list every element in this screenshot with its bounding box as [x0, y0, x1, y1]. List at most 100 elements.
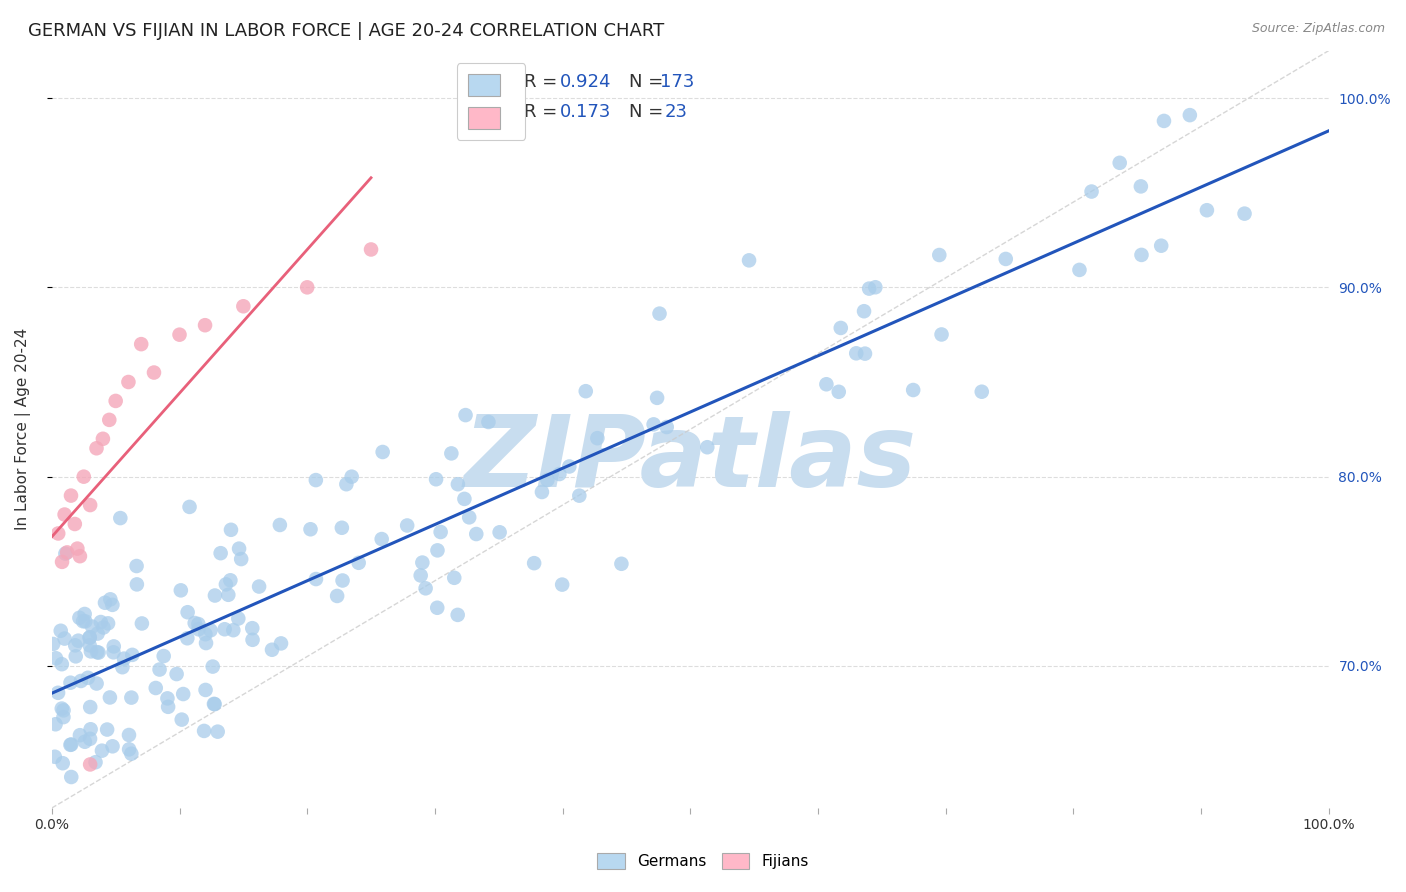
Point — [260, 642, 283, 657]
Point — [176, 632, 198, 646]
Point — [330, 521, 353, 535]
Point — [232, 299, 254, 313]
Point — [931, 327, 953, 342]
Point — [530, 485, 553, 500]
Point — [488, 525, 510, 540]
Point — [67, 611, 90, 625]
Point — [426, 600, 449, 615]
Point — [73, 469, 96, 483]
Point — [558, 459, 581, 474]
Point — [696, 440, 718, 454]
Point — [228, 541, 250, 556]
Point — [426, 543, 449, 558]
Point — [72, 614, 94, 628]
Point — [201, 659, 224, 673]
Point — [269, 518, 291, 533]
Point — [370, 532, 392, 546]
Point — [536, 473, 558, 487]
Point — [865, 280, 887, 294]
Y-axis label: In Labor Force | Age 20-24: In Labor Force | Age 20-24 — [15, 328, 31, 531]
Point — [610, 557, 633, 571]
Text: R =: R = — [524, 103, 564, 121]
Point — [443, 571, 465, 585]
Point — [270, 636, 292, 650]
Point — [53, 508, 76, 522]
Point — [247, 580, 270, 594]
Point — [118, 742, 141, 756]
Point — [117, 375, 139, 389]
Point — [1178, 108, 1201, 122]
Point — [193, 723, 215, 738]
Point — [42, 637, 65, 651]
Point — [55, 547, 77, 561]
Point — [305, 473, 328, 487]
Point — [425, 472, 447, 486]
Point — [60, 770, 83, 784]
Point — [240, 621, 263, 635]
Point — [226, 611, 249, 625]
Point — [79, 631, 101, 645]
Point — [645, 391, 668, 405]
Point — [121, 648, 143, 662]
Point — [295, 280, 318, 294]
Point — [80, 619, 103, 633]
Point — [157, 699, 180, 714]
Text: N =: N = — [628, 73, 669, 91]
Point — [172, 687, 194, 701]
Point — [125, 559, 148, 574]
Point — [901, 383, 924, 397]
Point — [1130, 248, 1153, 262]
Point — [551, 577, 574, 591]
Point — [222, 623, 245, 637]
Point — [396, 518, 419, 533]
Point — [79, 757, 101, 772]
Point — [59, 489, 82, 503]
Point — [97, 616, 120, 631]
Point — [101, 598, 124, 612]
Point — [73, 607, 96, 621]
Point — [79, 723, 101, 737]
Point — [120, 690, 142, 705]
Point — [51, 657, 73, 672]
Point — [548, 467, 571, 481]
Point — [415, 582, 437, 596]
Point — [187, 622, 209, 636]
Point — [110, 511, 132, 525]
Point — [453, 491, 475, 506]
Point — [104, 393, 127, 408]
Point — [111, 660, 134, 674]
Point — [59, 738, 82, 752]
Point — [101, 739, 124, 754]
Point — [477, 415, 499, 429]
Point — [44, 749, 66, 764]
Text: 173: 173 — [659, 73, 695, 91]
Text: ZIPatlas: ZIPatlas — [464, 411, 917, 508]
Point — [465, 527, 488, 541]
Point — [326, 589, 349, 603]
Point — [112, 651, 135, 665]
Point — [830, 321, 852, 335]
Point — [643, 417, 665, 432]
Point — [200, 624, 222, 638]
Point — [51, 555, 73, 569]
Point — [360, 243, 382, 257]
Point — [59, 675, 82, 690]
Point — [187, 617, 209, 632]
Point — [568, 489, 591, 503]
Point — [1153, 114, 1175, 128]
Point — [66, 541, 89, 556]
Point — [94, 596, 117, 610]
Point — [166, 667, 188, 681]
Point — [183, 615, 205, 630]
Point — [815, 377, 838, 392]
Point — [1129, 179, 1152, 194]
Point — [79, 631, 101, 645]
Point — [51, 701, 73, 715]
Point — [429, 524, 451, 539]
Point — [65, 638, 87, 652]
Legend: , : , — [457, 63, 526, 140]
Point — [169, 327, 191, 342]
Point — [332, 574, 354, 588]
Point — [86, 442, 108, 456]
Text: R =: R = — [524, 73, 564, 91]
